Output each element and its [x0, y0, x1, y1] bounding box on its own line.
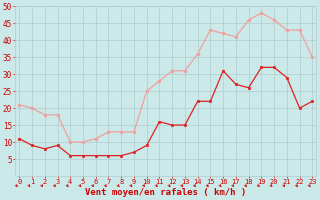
X-axis label: Vent moyen/en rafales ( km/h ): Vent moyen/en rafales ( km/h ): [85, 188, 246, 197]
